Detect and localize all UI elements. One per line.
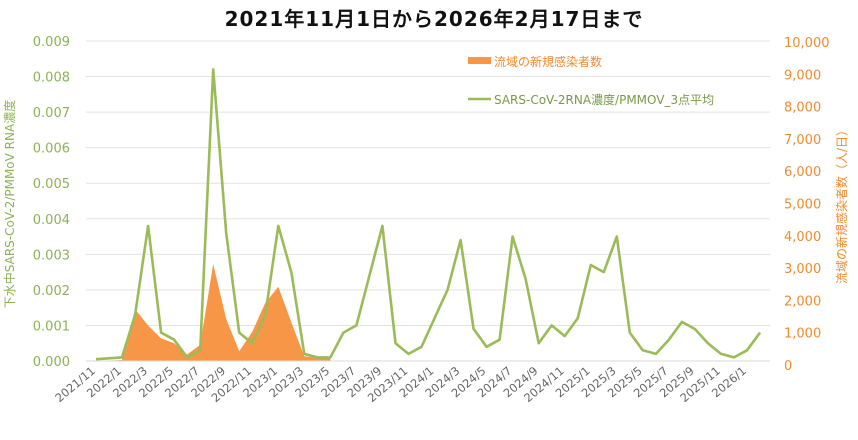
left-tick-label: 0.009: [33, 35, 70, 50]
right-axis-ticks: 0 1,000 2,000 3,000 4,000 5,000 6,000 7,000 8,00…: [784, 36, 830, 374]
left-tick-label: 0.000: [33, 355, 70, 370]
legend-label-cases: 流域の新規感染者数: [494, 54, 602, 69]
right-tick-label: 1,000: [784, 327, 821, 342]
x-axis-ticks: 2021/112022/12022/32022/52022/72022/9202…: [52, 364, 749, 405]
left-tick-label: 0.004: [33, 213, 70, 228]
right-tick-label: 9,000: [784, 68, 821, 83]
legend-item-rna: SARS-CoV-2RNA濃度/PMMOV_3点平均: [468, 92, 714, 107]
legend-swatch-cases: [468, 57, 491, 64]
legend-item-cases: 流域の新規感染者数: [468, 54, 602, 69]
left-tick-label: 0.003: [33, 248, 70, 263]
left-tick-label: 0.006: [33, 142, 70, 157]
right-tick-label: 2,000: [784, 294, 821, 309]
right-tick-label: 10,000: [784, 36, 830, 51]
right-tick-label: 0: [784, 359, 792, 374]
right-tick-label: 7,000: [784, 133, 821, 148]
right-tick-label: 3,000: [784, 262, 821, 277]
chart-title: 2021年11月1日から2026年2月17日まで: [225, 7, 644, 31]
left-tick-label: 0.002: [33, 284, 70, 299]
left-tick-label: 0.007: [33, 106, 70, 121]
right-tick-label: 5,000: [784, 198, 821, 213]
legend: 流域の新規感染者数 SARS-CoV-2RNA濃度/PMMOV_3点平均: [468, 54, 714, 107]
legend-label-rna: SARS-CoV-2RNA濃度/PMMOV_3点平均: [494, 92, 714, 107]
left-tick-label: 0.001: [33, 319, 70, 334]
new-cases-area-series: [96, 264, 331, 361]
left-axis-title: 下水中SARS-CoV-2/PMMoV RNA濃度: [2, 100, 17, 308]
right-axis-title: 流域の新規感染者数（人/日）: [834, 124, 849, 284]
right-tick-label: 4,000: [784, 230, 821, 245]
right-tick-label: 6,000: [784, 165, 821, 180]
right-tick-label: 8,000: [784, 101, 821, 116]
gridlines: [86, 40, 770, 326]
left-tick-label: 0.008: [33, 71, 70, 86]
left-axis-ticks: 0.000 0.001 0.002 0.003 0.004 0.005 0.006 0.007…: [33, 35, 70, 370]
rna-concentration-line-series: [95, 68, 762, 361]
left-tick-label: 0.005: [33, 177, 70, 192]
